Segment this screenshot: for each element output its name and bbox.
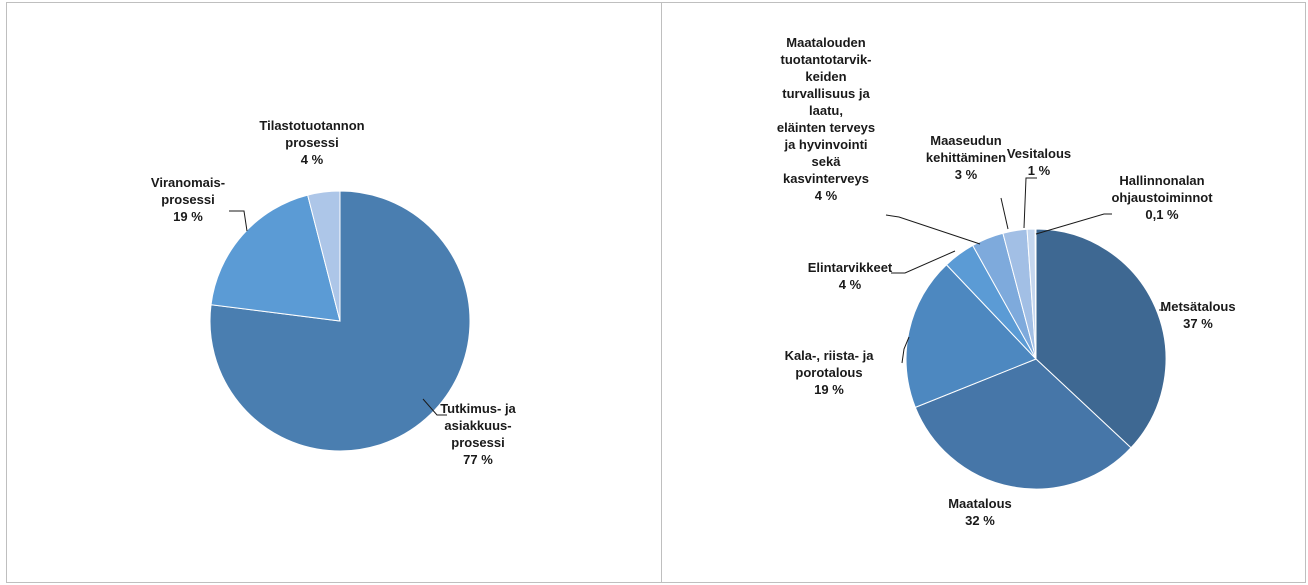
pie-slice-2 — [914, 358, 1132, 490]
pie-slice-1 — [1035, 228, 1167, 449]
leader-line-5 — [885, 214, 981, 245]
chart-panel-left: Tutkimus- ja asiakkuus-prosessi 77 % Virano… — [6, 2, 662, 583]
slice-name-line: Tilastotuotannon — [259, 118, 364, 133]
leader-lines — [229, 210, 447, 416]
slice-name-line: Maatalous — [948, 496, 1012, 511]
slice-name-line: keiden — [805, 69, 846, 84]
slice-labels: Tutkimus- ja asiakkuus-prosessi 77 % Virano… — [151, 118, 517, 467]
leader-line-6 — [1000, 197, 1009, 230]
slice-name-line: kehittäminen — [926, 150, 1006, 165]
leader-line-3 — [901, 336, 910, 364]
slice-name-line: turvallisuus ja — [782, 86, 870, 101]
leader-lines — [885, 177, 1167, 364]
slice-label-5: Maatalouden tuotantotarvik-keiden turvalli… — [777, 35, 875, 203]
slice-name-line: Maaseudun — [930, 133, 1002, 148]
slice-name-line: kasvinterveys — [783, 171, 869, 186]
leader-line-8 — [1035, 213, 1112, 235]
pie-slice-2 — [210, 194, 341, 322]
slice-value-label: 3 % — [955, 167, 978, 182]
slice-label-2: Maatalous 32 % — [948, 496, 1012, 528]
slice-label-2: Viranomais-prosessi 19 % — [151, 175, 225, 224]
slice-name-line: ja hyvinvointi — [783, 137, 867, 152]
pie-slice-3 — [307, 190, 341, 322]
slice-value-label: 1 % — [1028, 163, 1051, 178]
slice-name-line: Tutkimus- ja — [440, 401, 516, 416]
leader-line-4 — [891, 250, 956, 274]
pie-chart-process: Tutkimus- ja asiakkuus-prosessi 77 % Virano… — [151, 118, 517, 467]
slice-name-line: prosessi — [161, 192, 214, 207]
slice-value-label: 19 % — [173, 209, 203, 224]
slice-name-line: Vesitalous — [1007, 146, 1071, 161]
slice-label-1: Tutkimus- ja asiakkuus-prosessi 77 % — [440, 401, 516, 467]
slice-label-3: Kala-, riista- ja porotalous 19 % — [785, 348, 875, 397]
slice-name-line: Kala-, riista- ja — [785, 348, 875, 363]
pie-slice-3 — [905, 264, 1037, 409]
slice-name-line: Viranomais- — [151, 175, 225, 190]
slice-name-line: eläinten terveys — [777, 120, 875, 135]
slice-name-line: asiakkuus- — [444, 418, 511, 433]
slice-label-7: Vesitalous 1 % — [1007, 146, 1071, 178]
leader-line-1 — [422, 398, 447, 416]
slice-name-line: Hallinnonalan — [1119, 173, 1204, 188]
slice-label-3: Tilastotuotannon prosessi 4 % — [259, 118, 364, 167]
slice-value-label: 32 % — [965, 513, 995, 528]
slice-name-line: laatu, — [809, 103, 843, 118]
slice-value-label: 19 % — [814, 382, 844, 397]
slice-label-1: Metsätalous 37 % — [1160, 299, 1235, 331]
pie-chart-sectors: Metsätalous 37 % Maatalous 32 % Kala-, riist… — [777, 35, 1236, 528]
slice-name-line: Elintarvikkeet — [808, 260, 893, 275]
slice-name-line: prosessi — [285, 135, 338, 150]
pie-slice-8 — [1034, 228, 1037, 360]
slice-name-line: prosessi — [451, 435, 504, 450]
slice-value-label: 4 % — [301, 152, 324, 167]
pie-slices — [209, 190, 471, 452]
chart-panel-right: Metsätalous 37 % Maatalous 32 % Kala-, riist… — [661, 2, 1306, 583]
slice-name-line: tuotantotarvik- — [781, 52, 872, 67]
slice-value-label: 4 % — [815, 188, 838, 203]
slice-name-line: ohjaustoiminnot — [1111, 190, 1213, 205]
slice-value-label: 0,1 % — [1145, 207, 1179, 222]
slice-name-line: Maatalouden — [786, 35, 866, 50]
leader-line-2 — [229, 210, 248, 232]
slice-name-line: sekä — [812, 154, 842, 169]
slice-label-8: Hallinnonalan ohjaustoiminnot 0,1 % — [1111, 173, 1213, 222]
slice-name-line: porotalous — [795, 365, 862, 380]
slice-labels: Metsätalous 37 % Maatalous 32 % Kala-, riist… — [777, 35, 1236, 528]
slice-value-label: 77 % — [463, 452, 493, 467]
pie-slices — [905, 228, 1167, 490]
slice-label-4: Elintarvikkeet 4 % — [808, 260, 893, 292]
slice-label-6: Maaseudun kehittäminen 3 % — [926, 133, 1006, 182]
slice-value-label: 37 % — [1183, 316, 1213, 331]
slice-value-label: 4 % — [839, 277, 862, 292]
leader-line-7 — [1023, 177, 1037, 229]
slice-name-line: Metsätalous — [1160, 299, 1235, 314]
